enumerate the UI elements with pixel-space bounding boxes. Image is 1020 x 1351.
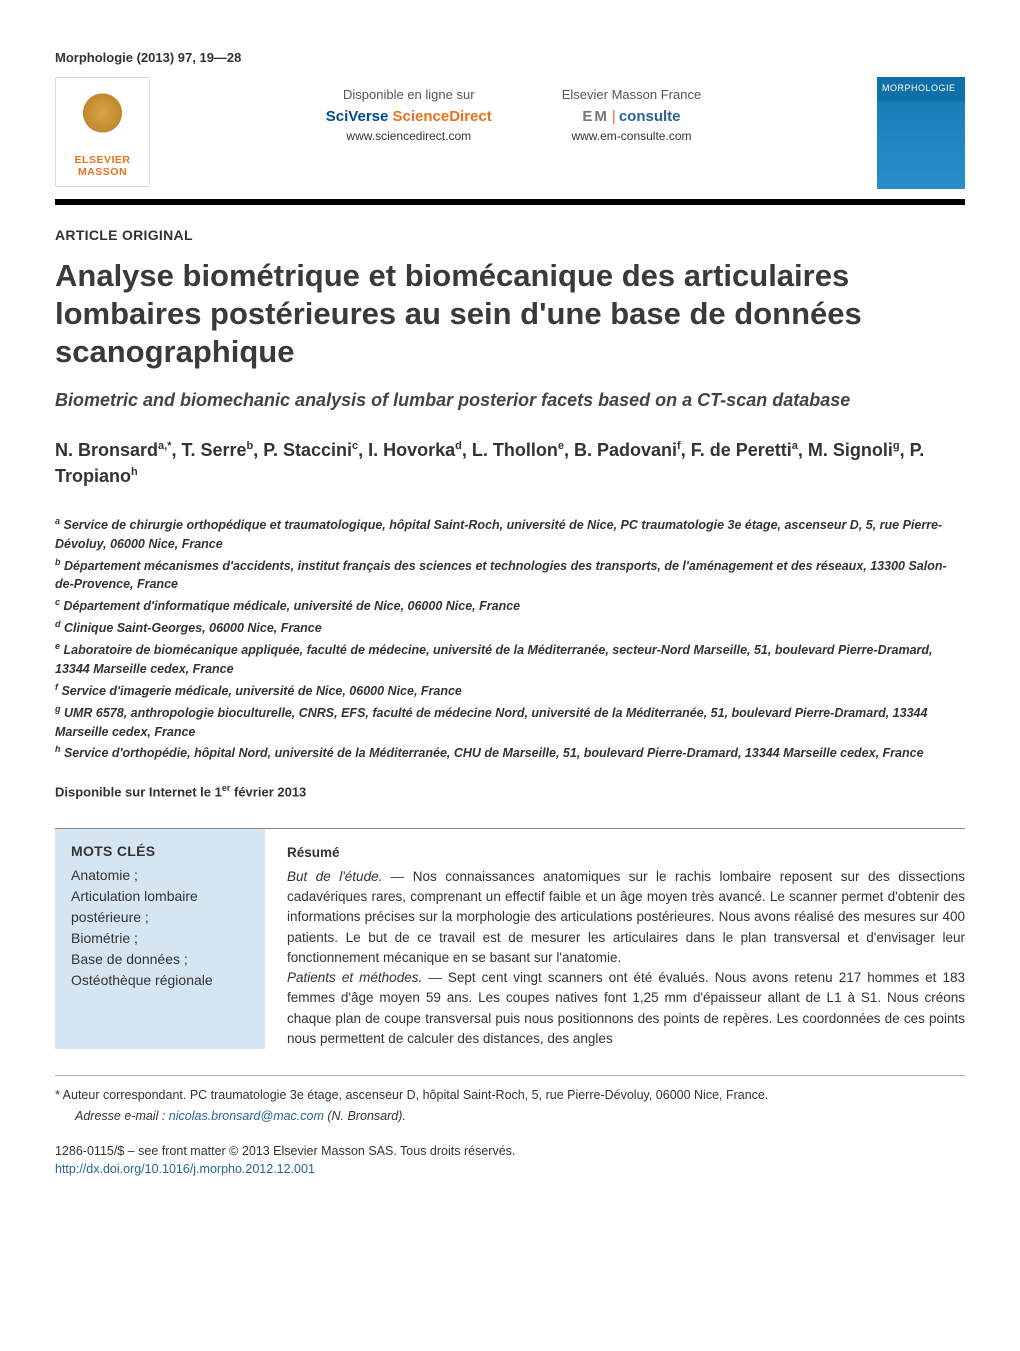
consulte-word: consulte bbox=[619, 108, 681, 125]
emconsulte-url[interactable]: www.em-consulte.com bbox=[562, 129, 701, 143]
article-title-english: Biometric and biomechanic analysis of lu… bbox=[55, 388, 965, 412]
elsevier-tree-icon bbox=[75, 91, 130, 146]
affiliation-item: a Service de chirurgie orthopédique et t… bbox=[55, 515, 965, 554]
email-line: Adresse e-mail : nicolas.bronsard@mac.co… bbox=[55, 1107, 965, 1126]
sciencedirect-block: Disponible en ligne sur SciVerse Science… bbox=[326, 87, 492, 143]
keywords-box: MOTS CLÉS Anatomie ;Articulation lombair… bbox=[55, 829, 265, 1050]
affiliations-list: a Service de chirurgie orthopédique et t… bbox=[55, 515, 965, 763]
date-prefix: Disponible sur Internet le 1 bbox=[55, 785, 222, 800]
abstract-body: Résumé But de l'étude. — Nos connaissanc… bbox=[287, 829, 965, 1050]
authors-list: N. Bronsarda,*, T. Serreb, P. Staccinic,… bbox=[55, 437, 965, 489]
header-center: Disponible en ligne sur SciVerse Science… bbox=[150, 77, 877, 143]
header-bar: ELSEVIER MASSON Disponible en ligne sur … bbox=[55, 77, 965, 205]
sciencedirect-url[interactable]: www.sciencedirect.com bbox=[326, 129, 492, 143]
footer: * Auteur correspondant. PC traumatologie… bbox=[55, 1075, 965, 1179]
brand-separator: | bbox=[609, 108, 619, 125]
corresponding-author: * Auteur correspondant. PC traumatologie… bbox=[55, 1086, 965, 1105]
author-email-link[interactable]: nicolas.bronsard@mac.com bbox=[169, 1109, 324, 1123]
em-prefix: EM bbox=[582, 108, 609, 125]
affiliation-item: e Laboratoire de biomécanique appliquée,… bbox=[55, 640, 965, 679]
journal-reference: Morphologie (2013) 97, 19—28 bbox=[55, 50, 965, 65]
emconsulte-block: Elsevier Masson France EM|consulte www.e… bbox=[562, 87, 701, 143]
keywords-heading: MOTS CLÉS bbox=[71, 843, 249, 859]
abstract-paragraph-but: But de l'étude. — Nos connaissances anat… bbox=[287, 867, 965, 968]
publisher-name-1: ELSEVIER bbox=[75, 154, 131, 166]
affiliation-item: g UMR 6578, anthropologie bioculturelle,… bbox=[55, 703, 965, 742]
em-consulte-brand[interactable]: EM|consulte bbox=[562, 108, 701, 125]
journal-cover-title: MORPHOLOGIE bbox=[882, 83, 960, 93]
resume-heading: Résumé bbox=[287, 843, 965, 863]
but-label: But de l'étude. — bbox=[287, 869, 413, 884]
abstract-row: MOTS CLÉS Anatomie ;Articulation lombair… bbox=[55, 828, 965, 1050]
doi-link[interactable]: http://dx.doi.org/10.1016/j.morpho.2012.… bbox=[55, 1162, 315, 1176]
publisher-logo: ELSEVIER MASSON bbox=[55, 77, 150, 187]
date-suffix: février 2013 bbox=[230, 785, 306, 800]
online-availability-date: Disponible sur Internet le 1er février 2… bbox=[55, 783, 965, 799]
footer-bottom: 1286-0115/$ – see front matter © 2013 El… bbox=[55, 1142, 965, 1180]
affiliation-item: b Département mécanismes d'accidents, in… bbox=[55, 556, 965, 595]
corr-text: Auteur correspondant. PC traumatologie 3… bbox=[60, 1088, 768, 1102]
sciencedirect-word: ScienceDirect bbox=[393, 108, 492, 125]
publisher-name-2: MASSON bbox=[78, 166, 127, 178]
abstract-paragraph-patients: Patients et méthodes. — Sept cent vingt … bbox=[287, 968, 965, 1049]
affiliation-item: d Clinique Saint-Georges, 06000 Nice, Fr… bbox=[55, 618, 965, 638]
keywords-list: Anatomie ;Articulation lombaire postérie… bbox=[71, 865, 249, 991]
journal-cover-thumbnail: MORPHOLOGIE bbox=[877, 77, 965, 189]
sciverse-sciencedirect-brand[interactable]: SciVerse ScienceDirect bbox=[326, 108, 492, 125]
article-type: ARTICLE ORIGINAL bbox=[55, 227, 965, 243]
affiliation-item: c Département d'informatique médicale, u… bbox=[55, 596, 965, 616]
article-title-french: Analyse biométrique et biomécanique des … bbox=[55, 257, 965, 370]
available-online-label: Disponible en ligne sur bbox=[326, 87, 492, 102]
affiliation-item: f Service d'imagerie médicale, universit… bbox=[55, 681, 965, 701]
issn-copyright-line: 1286-0115/$ – see front matter © 2013 El… bbox=[55, 1142, 965, 1161]
elsevier-masson-label: Elsevier Masson France bbox=[562, 87, 701, 102]
patients-label: Patients et méthodes. — bbox=[287, 970, 448, 985]
email-author-name: (N. Bronsard). bbox=[324, 1109, 406, 1123]
email-label: Adresse e-mail : bbox=[75, 1109, 169, 1123]
sciverse-prefix: SciVerse bbox=[326, 108, 393, 125]
affiliation-item: h Service d'orthopédie, hôpital Nord, un… bbox=[55, 743, 965, 763]
